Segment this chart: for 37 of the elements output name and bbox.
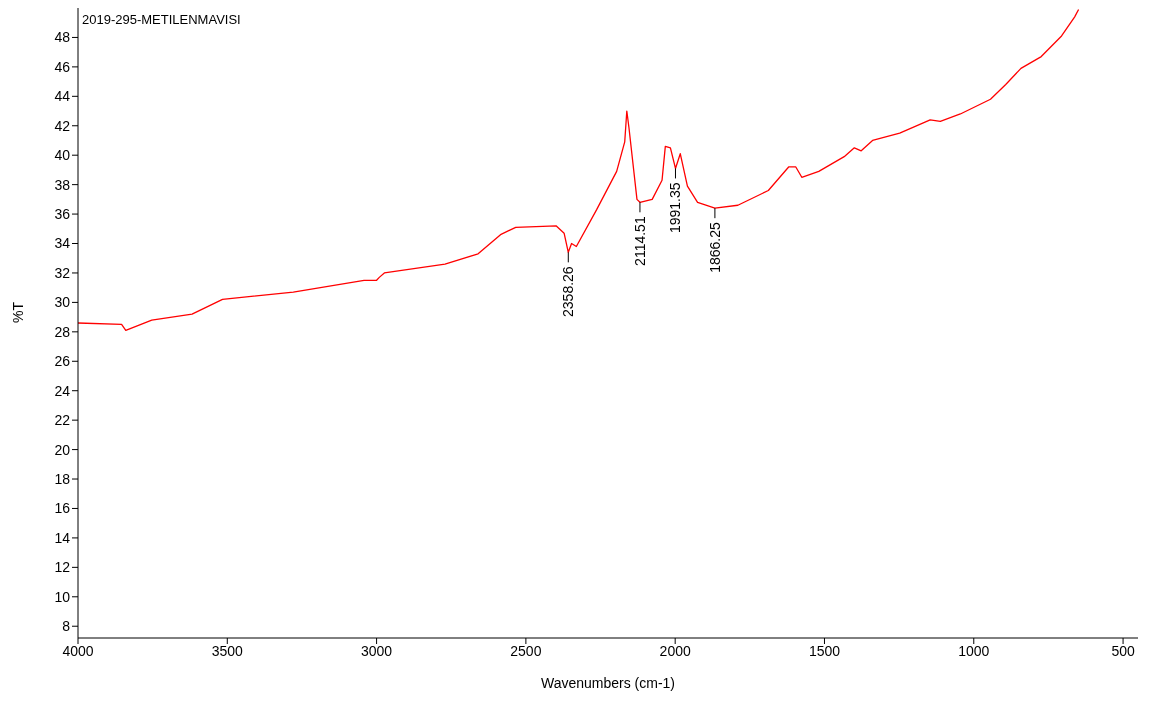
y-tick-label: 28: [54, 323, 71, 340]
y-tick-label: 44: [54, 88, 71, 105]
x-tick-label: 3000: [361, 642, 393, 659]
y-tick-label: 36: [54, 206, 71, 223]
x-tick-label: 1000: [958, 642, 990, 659]
x-tick-label: 2500: [510, 642, 542, 659]
x-axis-title: Wavenumbers (cm-1): [540, 675, 676, 691]
y-tick-label: 30: [54, 294, 71, 311]
annotation: 2358.26: [560, 266, 577, 317]
annotation: 2114.51: [631, 216, 648, 266]
chart-title: 2019-295-METILENMAVISI: [82, 12, 241, 27]
y-tick-label: 48: [54, 29, 71, 46]
y-tick-label: 26: [54, 353, 71, 370]
y-tick-label: 42: [54, 117, 71, 134]
y-tick-label: 16: [54, 500, 71, 517]
x-tick-label: 3500: [211, 642, 244, 659]
y-tick-label: 34: [54, 235, 71, 252]
x-tick-label: 1500: [808, 642, 841, 659]
y-axis-title: %T: [9, 301, 26, 323]
y-tick-label: 38: [54, 176, 71, 193]
line-series: [78, 8, 1080, 332]
x-tick-label: 2000: [659, 642, 691, 659]
y-tick-label: 18: [54, 471, 71, 487]
y-tick-label: 32: [54, 264, 71, 281]
annotation: 1991.35: [667, 182, 684, 234]
y-tick-label: 40: [54, 147, 71, 164]
y-tick-label: 12: [54, 559, 71, 576]
y-tick-label: 8: [62, 618, 71, 635]
y-tick-label: 14: [54, 529, 71, 546]
annotation: 1866.25: [706, 221, 723, 273]
y-tick-label: 22: [54, 412, 71, 429]
y-tick-label: 24: [54, 382, 71, 399]
y-tick-label: 46: [54, 58, 71, 75]
x-tick-label: 500: [1111, 642, 1135, 659]
x-tick-label: 4000: [62, 642, 94, 659]
y-tick-label: 20: [54, 441, 71, 458]
y-tick-label: 10: [54, 588, 71, 605]
